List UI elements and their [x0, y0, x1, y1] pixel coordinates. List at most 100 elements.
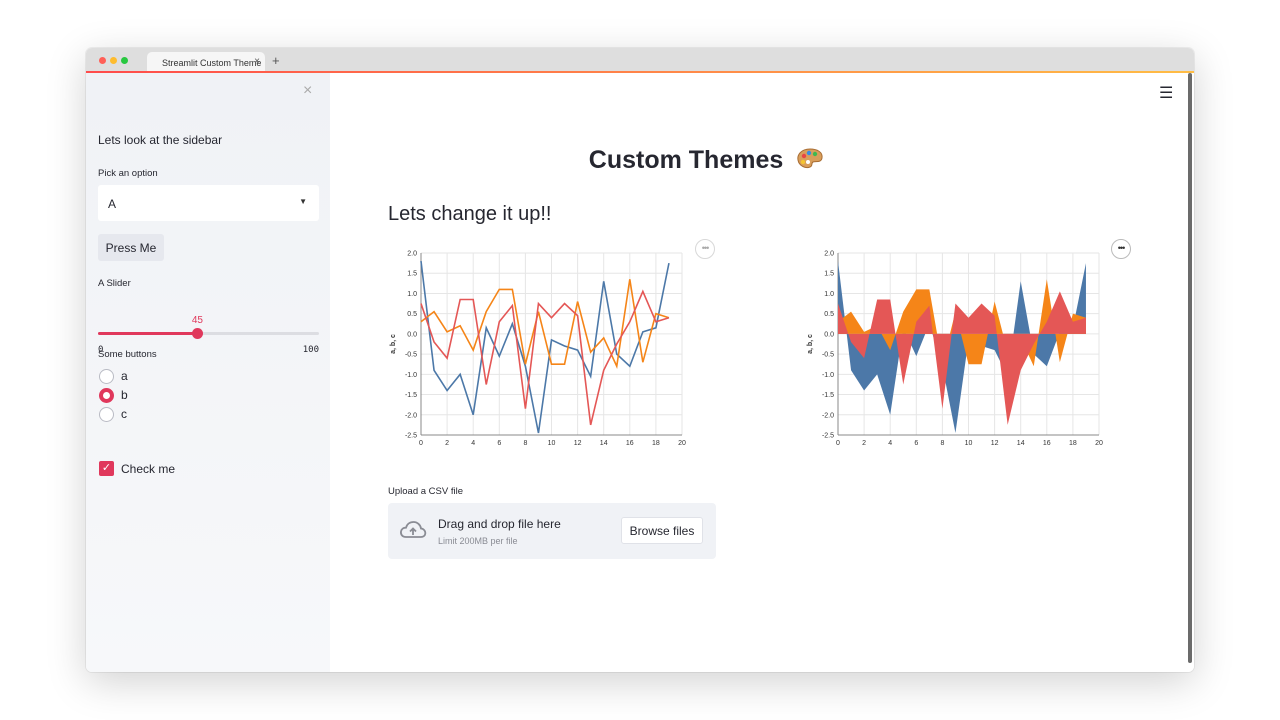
line-series-1 [420, 279, 670, 370]
x-tick-label: 16 [626, 440, 634, 447]
y-tick-label: 0.5 [824, 311, 834, 318]
checkbox-label: Check me [121, 461, 176, 476]
close-window-button[interactable] [99, 57, 106, 64]
y-tick-label: 1.5 [824, 271, 834, 278]
y-tick-label: -2.5 [822, 433, 834, 440]
y-tick-label: -2.0 [822, 412, 834, 419]
browser-tab-title: Streamlit Custom Theme [162, 58, 262, 68]
slider-track[interactable] [98, 328, 319, 339]
x-tick-label: 12 [574, 440, 582, 447]
header-decoration-line [86, 71, 1194, 73]
browse-files-button[interactable]: Browse files [621, 517, 703, 544]
minimize-window-button[interactable] [110, 57, 117, 64]
x-tick-label: 12 [991, 440, 999, 447]
x-tick-label: 0 [419, 440, 423, 447]
scrollbar[interactable] [1188, 73, 1192, 663]
caret-down-icon: ▼ [299, 197, 307, 206]
x-tick-label: 2 [445, 440, 449, 447]
x-tick-label: 2 [862, 440, 866, 447]
x-tick-label: 14 [1017, 440, 1025, 447]
browser-titlebar: Streamlit Custom Theme × + [86, 48, 1194, 72]
x-tick-label: 16 [1043, 440, 1051, 447]
page-title: Custom Themes [330, 146, 1083, 175]
slider-fill [98, 332, 198, 335]
x-tick-label: 10 [965, 440, 973, 447]
y-tick-label: 1.0 [407, 291, 417, 298]
hamburger-menu-icon[interactable]: ☰ [1159, 85, 1174, 102]
line-chart: 2.0 1.5 1.0 0.5 0.0 -0.5 -1.0 -1.5 -2.0 -2.50 2 4 6 8… [390, 251, 686, 448]
sidebar-close-icon[interactable]: × [303, 82, 313, 99]
y-tick-label: -2.5 [405, 433, 417, 440]
x-tick-label: 4 [888, 440, 892, 447]
option-select[interactable]: A ▼ [98, 185, 319, 221]
y-tick-label: -1.0 [822, 372, 834, 379]
browser-window: Streamlit Custom Theme × + × Lets look a… [86, 48, 1194, 672]
area-series-0 [838, 261, 1086, 433]
y-tick-label: 1.5 [407, 271, 417, 278]
radio-circle[interactable] [99, 406, 114, 422]
tab-close-icon[interactable]: × [254, 56, 260, 67]
radio-group-label: Some buttons [98, 349, 157, 360]
radio-option-c[interactable]: c [99, 406, 127, 422]
x-tick-label: 18 [1069, 440, 1077, 447]
x-tick-label: 18 [652, 440, 660, 447]
subheader: Lets change it up!! [388, 203, 552, 225]
dropzone-title: Drag and drop file here [438, 517, 561, 531]
line-series-2 [420, 289, 670, 426]
y-tick-label: 0.0 [407, 331, 417, 338]
x-tick-label: 20 [678, 440, 686, 447]
radio-label: a [121, 369, 128, 383]
y-tick-label: 1.0 [824, 291, 834, 298]
chart-menu-icon[interactable]: ••• [1111, 239, 1131, 259]
y-axis-label: a, b, c [390, 334, 397, 354]
x-tick-label: 6 [914, 440, 918, 447]
slider-max-label: 100 [302, 345, 319, 355]
y-tick-label: -0.5 [822, 352, 834, 359]
y-tick-label: -1.0 [405, 372, 417, 379]
x-tick-label: 14 [600, 440, 608, 447]
x-tick-label: 4 [471, 440, 475, 447]
radio-circle[interactable] [99, 368, 114, 384]
y-tick-label: -0.5 [405, 352, 417, 359]
radio-label: b [121, 388, 128, 402]
radio-option-b[interactable]: b [99, 387, 128, 403]
y-tick-label: 0.0 [824, 331, 834, 338]
page-title-text: Custom Themes [588, 146, 784, 174]
y-axis-label: a, b, c [807, 334, 814, 354]
main-content: ☰ Custom Themes Lets change it up!! 2.0 1… [330, 73, 1194, 672]
y-tick-label: 0.5 [407, 311, 417, 318]
maximize-window-button[interactable] [121, 57, 128, 64]
area-chart: 2.0 1.5 1.0 0.5 0.0 -0.5 -1.0 -1.5 -2.0 -2.50 2 4 6 8… [807, 251, 1103, 448]
radio-circle-selected[interactable] [99, 387, 114, 403]
slider-min-label: 0 [98, 345, 104, 355]
y-tick-label: 2.0 [407, 251, 417, 258]
sidebar-heading: Lets look at the sidebar [98, 133, 223, 147]
y-tick-label: 2.0 [824, 251, 834, 258]
press-me-button[interactable]: Press Me [98, 234, 164, 261]
radio-option-a[interactable]: a [99, 368, 128, 384]
check-me-checkbox[interactable]: ✓ Check me [99, 461, 175, 476]
uploader-label: Upload a CSV file [388, 486, 463, 497]
y-tick-label: -1.5 [822, 392, 834, 399]
select-value: A [108, 197, 117, 211]
slider-label: A Slider [98, 278, 131, 289]
sidebar: × Lets look at the sidebar Pick an optio… [86, 73, 330, 672]
slider-thumb[interactable] [192, 328, 204, 339]
y-tick-label: -1.5 [405, 392, 417, 399]
chart-menu-icon[interactable]: ••• [695, 239, 715, 259]
x-tick-label: 20 [1095, 440, 1103, 447]
line-series-0 [420, 260, 670, 434]
cloud-upload-icon [400, 521, 427, 538]
file-dropzone[interactable]: Drag and drop file here Limit 200MB per … [388, 503, 716, 559]
x-tick-label: 0 [836, 440, 840, 447]
x-tick-label: 6 [497, 440, 501, 447]
x-tick-label: 8 [523, 440, 527, 447]
dropzone-limit: Limit 200MB per file [438, 536, 518, 546]
y-tick-label: -2.0 [405, 412, 417, 419]
select-label: Pick an option [98, 168, 158, 179]
new-tab-button[interactable]: + [272, 53, 280, 68]
radio-label: c [121, 407, 127, 421]
browser-tab[interactable]: Streamlit Custom Theme × [147, 52, 265, 72]
area-series-2 [838, 291, 1086, 425]
checkmark-icon[interactable]: ✓ [99, 461, 114, 476]
